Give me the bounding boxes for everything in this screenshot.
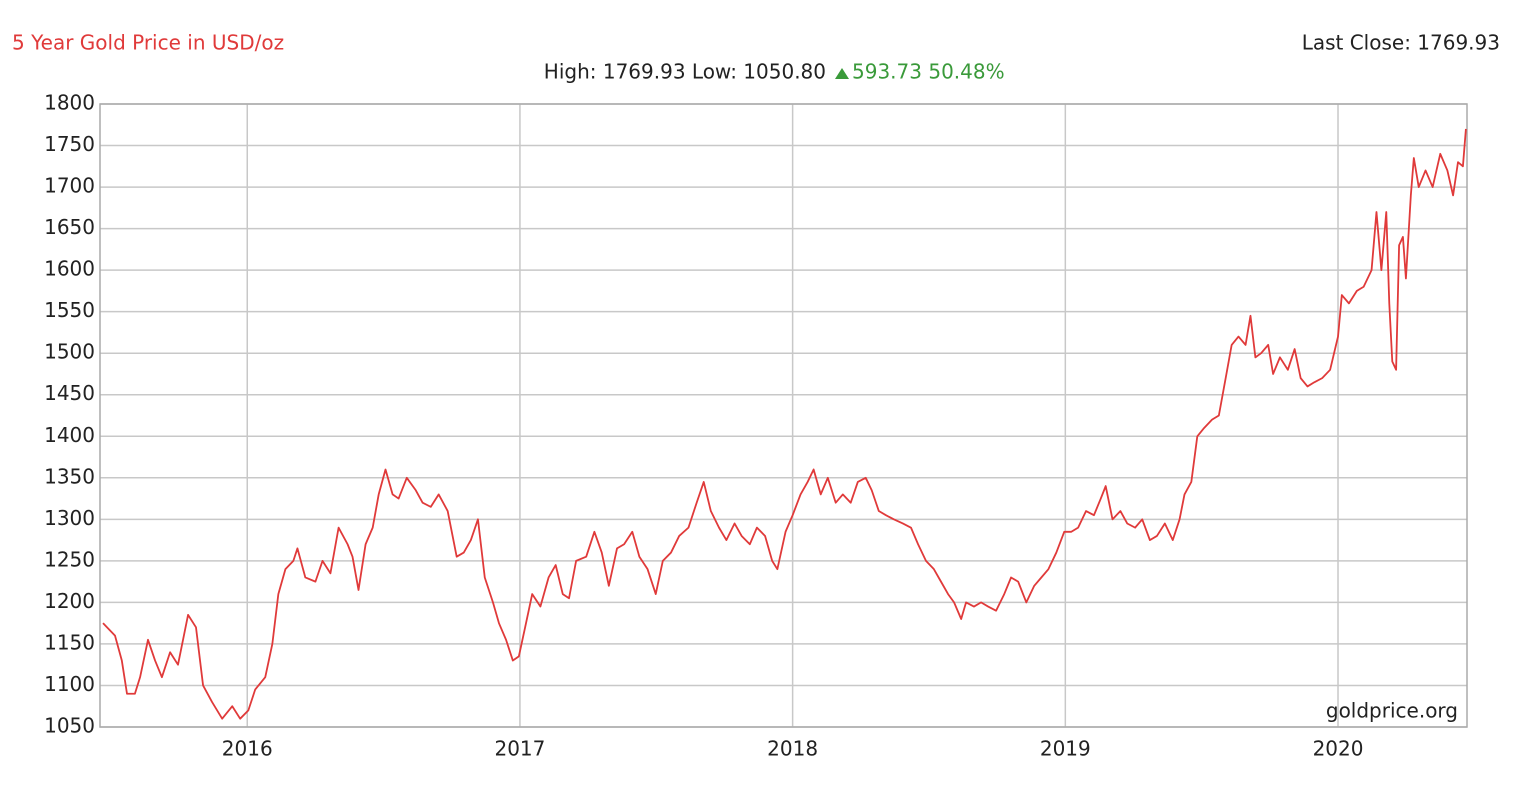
- y-tick-label: 1200: [44, 589, 95, 613]
- x-tick-label: 2016: [222, 737, 273, 761]
- y-tick-label: 1550: [44, 298, 95, 322]
- y-tick-label: 1050: [44, 714, 95, 738]
- y-tick-label: 1350: [44, 464, 95, 488]
- chart-title: 5 Year Gold Price in USD/oz: [12, 31, 284, 55]
- x-tick-label: 2018: [767, 737, 818, 761]
- y-tick-label: 1300: [44, 506, 95, 530]
- x-tick-label: 2020: [1313, 737, 1364, 761]
- x-tick-label: 2019: [1040, 737, 1091, 761]
- change: 593.73 50.48%: [852, 60, 1005, 84]
- y-tick-label: 1250: [44, 547, 95, 571]
- y-tick-label: 1700: [44, 174, 95, 198]
- watermark: goldprice.org: [1326, 699, 1458, 723]
- y-tick-label: 1750: [44, 132, 95, 156]
- y-tick-label: 1150: [44, 630, 95, 654]
- x-tick-label: 2017: [494, 737, 545, 761]
- up-arrow: [835, 68, 849, 79]
- y-tick-label: 1600: [44, 257, 95, 281]
- y-tick-label: 1450: [44, 381, 95, 405]
- y-tick-label: 1800: [44, 91, 95, 115]
- y-tick-label: 1400: [44, 423, 95, 447]
- price-line: [102, 128, 1467, 720]
- subtitle: High: 1769.93 Low: 1050.80: [544, 60, 826, 84]
- y-tick-label: 1100: [44, 672, 95, 696]
- y-tick-label: 1500: [44, 340, 95, 364]
- y-tick-label: 1650: [44, 215, 95, 239]
- last-close: Last Close: 1769.93: [1302, 31, 1500, 55]
- plot-frame: [99, 103, 1468, 728]
